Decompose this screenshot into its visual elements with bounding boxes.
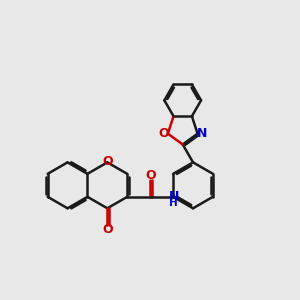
Text: N: N — [169, 190, 179, 203]
Text: O: O — [102, 155, 112, 168]
Text: O: O — [145, 169, 155, 182]
Text: O: O — [158, 127, 169, 140]
Text: H: H — [169, 198, 178, 208]
Text: O: O — [102, 223, 112, 236]
Text: N: N — [197, 127, 207, 140]
